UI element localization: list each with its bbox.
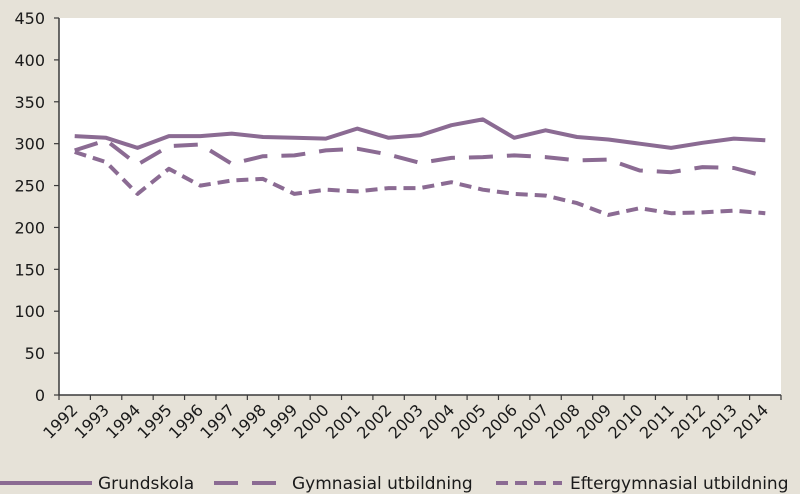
y-tick-label: 150 [14,260,45,279]
legend: Grundskola Gymnasial utbildning Eftergymna… [0,474,789,494]
x-tick-label: 1995 [133,400,175,442]
x-tick-label: 2006 [479,400,521,442]
y-axis: 0 50 100 150 200 250 300 350 400 450 [14,9,59,405]
x-tick-label: 2009 [573,400,615,442]
x-tick-label: 2004 [416,400,458,442]
x-tick-label: 2007 [510,400,552,442]
y-tick-label: 100 [14,302,45,321]
series-line-2 [74,138,766,179]
legend-label-3: Eftergymnasial utbildning [570,474,789,494]
x-tick-label: 2013 [699,400,741,442]
x-tick-label: 1997 [196,400,238,442]
x-tick-label: 2008 [542,400,584,442]
legend-label-2: Gymnasial utbildning [292,474,473,494]
x-tick-label: 2011 [636,400,678,442]
x-tick-label: 2005 [447,400,489,442]
y-tick-label: 50 [25,344,45,363]
y-tick-label: 400 [14,51,45,70]
y-tick-label: 200 [14,218,45,237]
x-tick-label: 1992 [39,400,81,442]
x-tick-label: 1996 [165,400,207,442]
series-layer [74,117,766,217]
y-tick-label: 300 [14,135,45,154]
y-tick-label: 0 [35,386,45,405]
x-tick-label: 2000 [290,400,332,442]
x-tick-label: 2002 [353,400,395,442]
series-line-3 [74,150,766,217]
x-tick-label: 1994 [102,400,144,442]
x-tick-label: 2001 [322,400,364,442]
x-axis: 1992199319941995199619971998199920002001… [39,395,782,443]
x-tick-label: 2014 [730,400,772,442]
x-tick-label: 2010 [604,400,646,442]
legend-label-1: Grundskola [98,474,194,494]
x-tick-label: 1998 [228,400,270,442]
y-tick-label: 350 [14,93,45,112]
y-tick-label: 250 [14,177,45,196]
x-tick-label: 2012 [667,400,709,442]
x-tick-label: 2003 [385,400,427,442]
x-tick-label: 1999 [259,400,301,442]
y-tick-label: 450 [14,9,45,28]
series-line-1 [74,117,766,150]
plot-area [59,18,781,395]
x-tick-label: 1993 [71,400,113,442]
